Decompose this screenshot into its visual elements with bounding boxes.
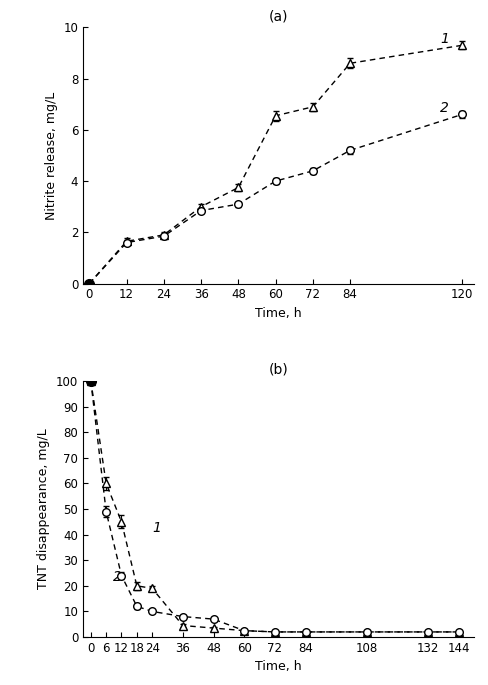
- Text: 2: 2: [112, 570, 121, 584]
- X-axis label: Time, h: Time, h: [255, 660, 302, 673]
- Text: 1: 1: [439, 32, 448, 46]
- Y-axis label: TNT disappearance, mg/L: TNT disappearance, mg/L: [38, 429, 50, 589]
- Text: 1: 1: [152, 521, 161, 535]
- Title: (a): (a): [268, 10, 288, 23]
- Y-axis label: Nitrite release, mg/L: Nitrite release, mg/L: [45, 91, 58, 220]
- X-axis label: Time, h: Time, h: [255, 307, 302, 320]
- Text: 2: 2: [439, 101, 448, 115]
- Title: (b): (b): [268, 363, 288, 377]
